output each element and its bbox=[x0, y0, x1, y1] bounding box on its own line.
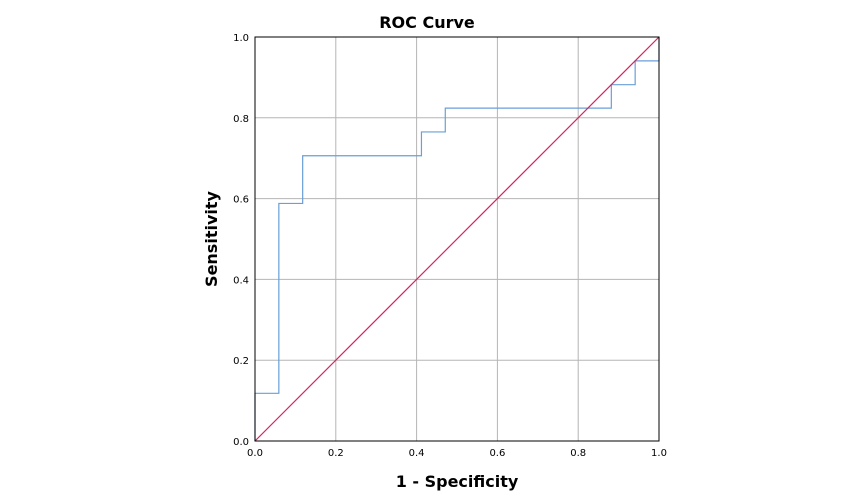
x-tick-label: 1.0 bbox=[651, 448, 667, 459]
grid-lines bbox=[255, 37, 659, 441]
y-tick-label: 1.0 bbox=[233, 33, 249, 44]
series-lines bbox=[254, 36, 660, 442]
x-tick-label: 0.6 bbox=[489, 448, 505, 459]
x-tick-label: 0.4 bbox=[409, 448, 425, 459]
x-axis-label: 1 - Specificity bbox=[396, 472, 519, 491]
y-tick-label: 0.6 bbox=[233, 195, 249, 206]
y-tick-label: 0.0 bbox=[233, 437, 249, 448]
tick-labels: 0.0 0.2 0.4 0.6 0.8 1.0 0.0 0.2 0.4 0.6 0.8 1.0 bbox=[233, 33, 667, 459]
plot-frame bbox=[254, 36, 660, 442]
roc-curve-line bbox=[254, 37, 660, 441]
x-tick-label: 0.8 bbox=[570, 448, 586, 459]
chart-title: ROC Curve bbox=[379, 13, 475, 32]
y-axis-label: Sensitivity bbox=[202, 190, 221, 286]
y-tick-label: 0.2 bbox=[233, 356, 249, 367]
x-tick-label: 0.2 bbox=[328, 448, 344, 459]
reference-line bbox=[254, 36, 660, 442]
x-tick-label: 0.0 bbox=[247, 448, 263, 459]
y-tick-label: 0.8 bbox=[233, 114, 249, 125]
y-tick-label: 0.4 bbox=[233, 275, 249, 286]
